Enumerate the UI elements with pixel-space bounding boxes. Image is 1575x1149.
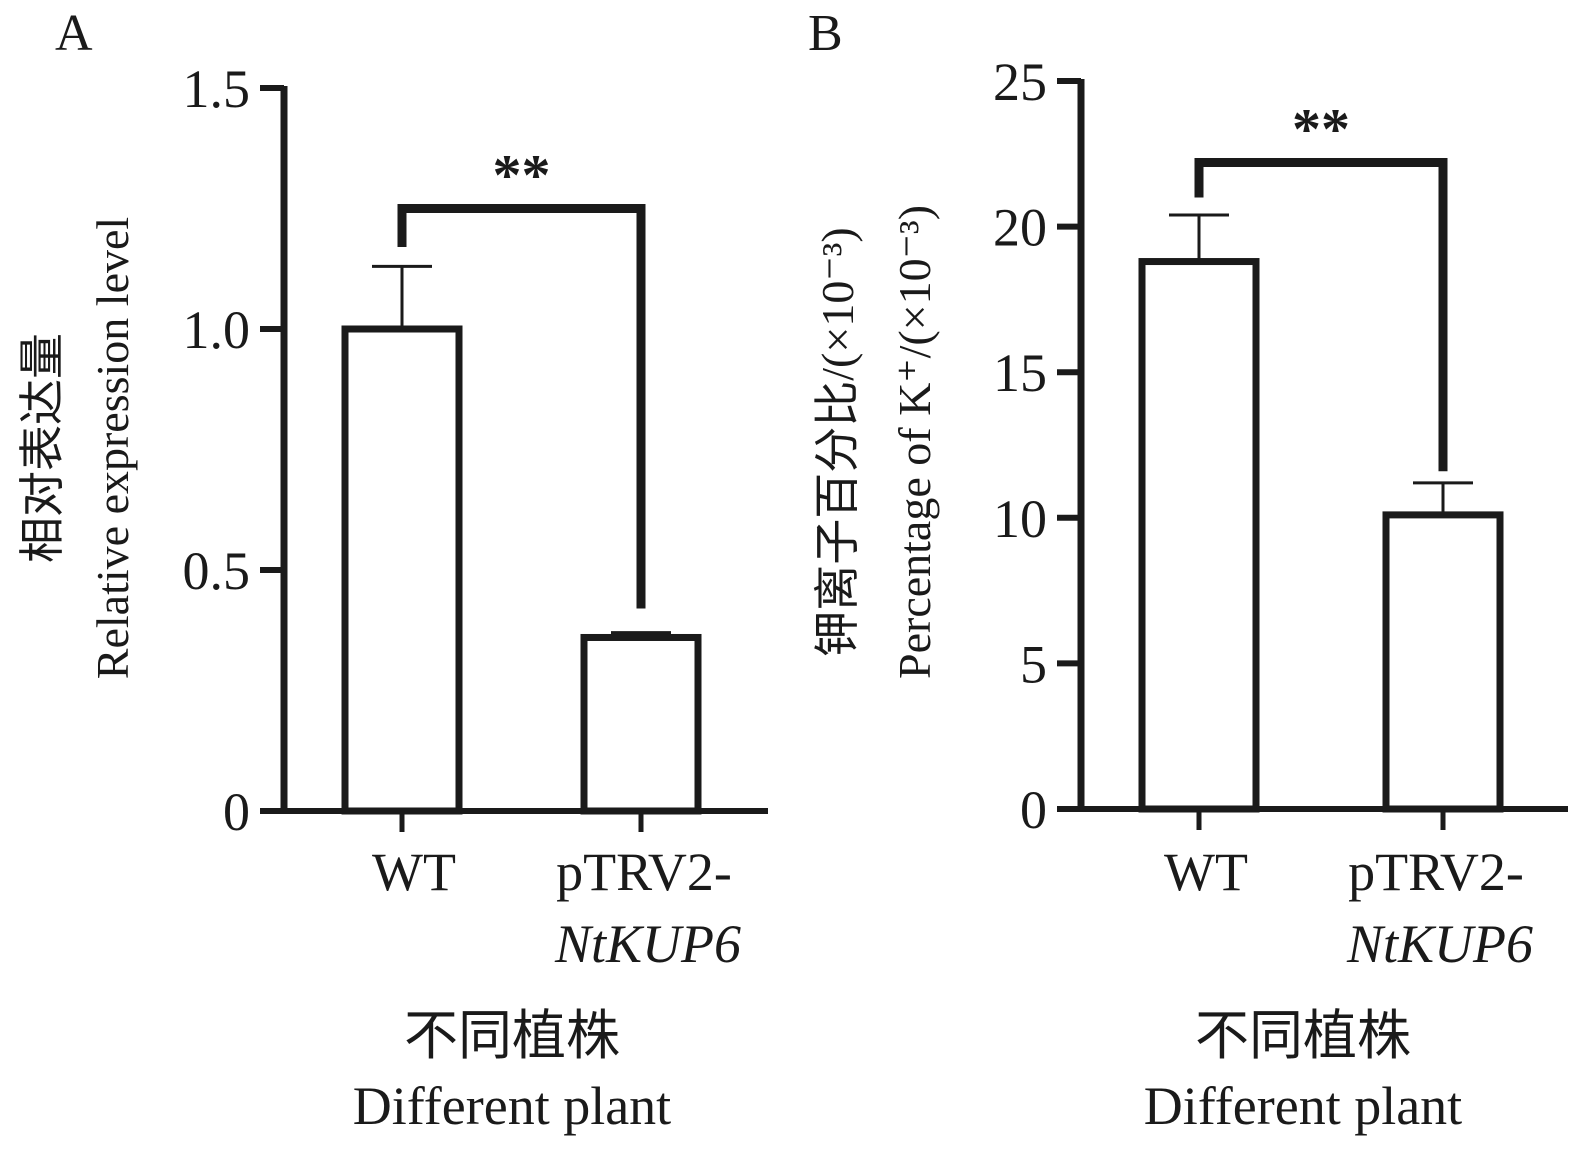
bar-a-1 — [580, 633, 702, 815]
x-category-label-a-1: pTRV2- — [556, 842, 732, 902]
y-tick-label-a-2: 1.0 — [183, 300, 251, 360]
y-tick-label-a-1: 0.5 — [183, 541, 251, 601]
y-tick-label-a-0: 0 — [223, 782, 250, 842]
significance-label-a: ** — [493, 143, 551, 208]
x-category-label-b-1: pTRV2- — [1348, 842, 1524, 902]
x-category-label-b-1-italic: NtKUP6 — [1346, 914, 1533, 974]
significance-label-b: ** — [1292, 97, 1350, 162]
y-axis-title-en-a: Relative expression level — [87, 217, 138, 679]
y-ticks-a: 0 0.5 1.0 1.5 — [183, 59, 284, 842]
y-tick-label-a-3: 1.5 — [183, 59, 251, 119]
bar-b-0 — [1138, 258, 1260, 813]
y-axis-title-en-b: Percentage of K⁺/(×10⁻³) — [889, 205, 940, 679]
x-axis-title-cn-b: 不同植株 — [1195, 1006, 1411, 1066]
bar-b-1 — [1382, 511, 1504, 813]
y-tick-label-b-3: 15 — [993, 343, 1047, 403]
x-axis-title-en-a: Different plant — [353, 1076, 671, 1136]
significance-b: ** — [1194, 97, 1448, 472]
x-axis-title-cn-a: 不同植株 — [404, 1006, 620, 1066]
y-axis-title-cn-a: 相对表达量 — [17, 333, 68, 563]
y-tick-label-b-2: 10 — [993, 489, 1047, 549]
y-axis-title-cn-b: 钾离子百分比/(×10⁻³) — [812, 227, 863, 656]
y-ticks-b: 0 5 10 15 20 25 — [993, 52, 1081, 840]
error-bars-b — [1169, 213, 1473, 515]
significance-a: ** — [397, 143, 646, 609]
x-category-label-b-0: WT — [1164, 842, 1248, 902]
panel-label-b: B — [808, 5, 843, 62]
significance-bracket-b — [1194, 158, 1448, 472]
error-bars-a — [372, 264, 671, 638]
x-category-label-a-0: WT — [372, 842, 456, 902]
x-axis-title-en-b: Different plant — [1144, 1076, 1462, 1136]
x-category-label-a-1-italic: NtKUP6 — [554, 914, 741, 974]
y-tick-label-b-0: 0 — [1020, 780, 1047, 840]
bar-a-0 — [341, 325, 463, 815]
y-tick-label-b-4: 20 — [993, 198, 1047, 258]
panel-label-a: A — [55, 5, 93, 62]
y-tick-label-b-1: 5 — [1020, 634, 1047, 694]
y-tick-label-b-5: 25 — [993, 52, 1047, 112]
panel-a: A 0 0.5 1.0 1.5 ** WT pTRV2- NtKUP6 不同植株 Di… — [17, 5, 768, 1136]
panel-b: B 0 5 10 15 20 25 ** WT pTRV2- NtKUP6 不同植株 Di… — [808, 5, 1568, 1136]
significance-bracket-a — [397, 204, 646, 609]
